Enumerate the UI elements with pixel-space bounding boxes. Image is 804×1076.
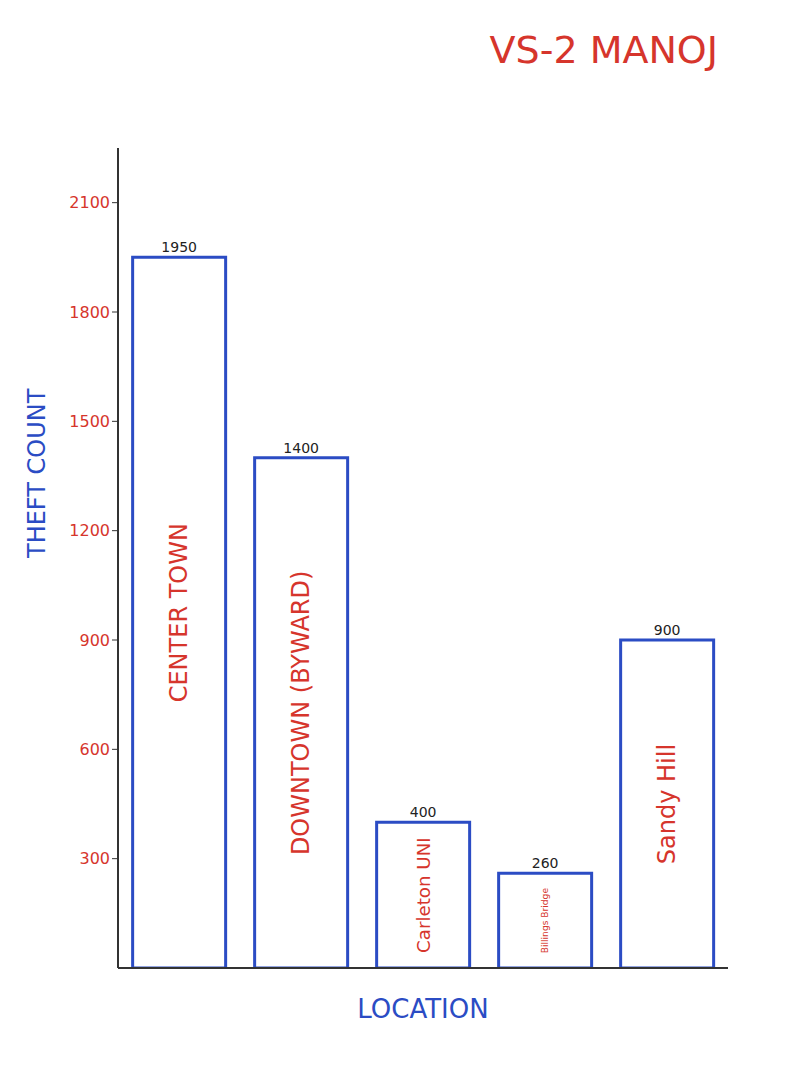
svg-text:1800: 1800	[69, 303, 110, 322]
svg-text:1950: 1950	[161, 239, 197, 255]
html-text:VS-2 MANOJ: VS-2 MANOJ	[489, 28, 718, 72]
svg-text:2100: 2100	[69, 193, 110, 212]
svg-text:400: 400	[410, 804, 437, 820]
svg-text:900: 900	[654, 622, 681, 638]
svg-text:300: 300	[79, 849, 110, 868]
svg-text:1200: 1200	[69, 521, 110, 540]
svg-text:DOWNTOWN (BYWARD): DOWNTOWN (BYWARD)	[287, 571, 315, 855]
svg-text:600: 600	[79, 740, 110, 759]
svg-text:1400: 1400	[283, 440, 319, 456]
svg-text:LOCATION: LOCATION	[357, 994, 488, 1024]
svg-text:1500: 1500	[69, 412, 110, 431]
svg-text:Sandy Hill: Sandy Hill	[653, 744, 681, 864]
svg-text:THEFT COUNT: THEFT COUNT	[23, 388, 51, 559]
svg-text:260: 260	[532, 855, 559, 871]
svg-text:Billings Bridge: Billings Bridge	[540, 888, 550, 954]
svg-text:Carleton UNI: Carleton UNI	[413, 837, 434, 953]
svg-text:900: 900	[79, 631, 110, 650]
svg-text:CENTER TOWN: CENTER TOWN	[165, 523, 193, 702]
